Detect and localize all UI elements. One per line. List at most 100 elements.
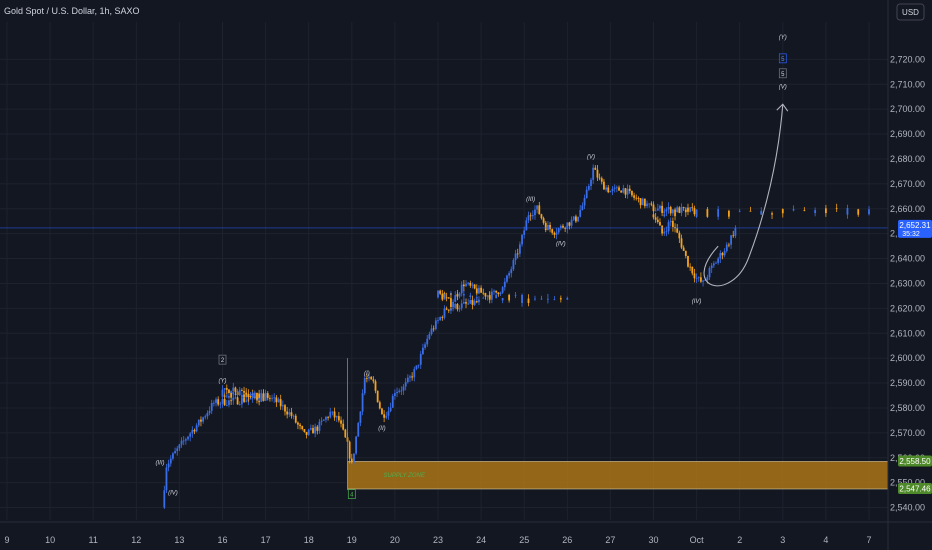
candle-body <box>656 208 659 211</box>
price-tick-label: 2,540.00 <box>890 503 925 513</box>
candle-body <box>510 269 513 274</box>
candle-body <box>689 207 692 212</box>
candle-body <box>620 190 623 193</box>
annotations <box>703 103 789 287</box>
candle-body <box>329 411 332 418</box>
candle-body <box>344 429 347 438</box>
candle-body <box>335 416 338 418</box>
candle-body <box>717 258 720 263</box>
candle-body <box>249 396 252 397</box>
currency-button-label[interactable]: USD <box>902 8 919 17</box>
time-tick-label: 9 <box>4 535 9 545</box>
candle-body <box>566 298 569 300</box>
time-tick-label: 18 <box>304 535 314 545</box>
candle-body <box>549 225 551 230</box>
candle-body <box>458 308 461 310</box>
candle-body <box>499 292 502 295</box>
candle-body <box>531 215 534 217</box>
candle-body <box>279 399 282 407</box>
candle-body <box>691 207 694 209</box>
candle-body <box>695 278 698 279</box>
price-tick-label: 2,640.00 <box>890 254 925 264</box>
candle-body <box>490 291 493 300</box>
candle-body <box>197 419 200 426</box>
candle-body <box>238 404 241 406</box>
candle-body <box>400 390 403 392</box>
candle-body <box>402 386 405 391</box>
time-tick-label: 30 <box>648 535 658 545</box>
candle-body <box>202 417 205 422</box>
candle-body <box>654 210 657 212</box>
candle-body <box>437 320 439 321</box>
candle-body <box>611 188 614 192</box>
candle-body <box>443 308 446 318</box>
candle-body <box>700 277 702 282</box>
candle-body <box>540 298 543 300</box>
wave-label: (IV) <box>556 242 566 248</box>
candle-body <box>708 268 711 278</box>
candle-body <box>284 405 286 412</box>
candle-body <box>359 411 362 424</box>
candle-body <box>342 423 345 430</box>
candle-body <box>516 253 519 255</box>
time-tick-label: 19 <box>347 535 357 545</box>
candle-body <box>411 376 414 378</box>
candle-body <box>684 209 687 213</box>
wave-label: 5 <box>781 57 785 63</box>
candle-body <box>643 198 646 207</box>
candle-body <box>665 209 668 212</box>
candle-body <box>656 219 659 223</box>
candle-body <box>314 426 317 434</box>
candle-body <box>814 210 817 214</box>
candle-body <box>320 420 323 422</box>
candle-body <box>661 225 664 234</box>
projection-arrow <box>703 104 784 287</box>
candle-body <box>406 377 409 383</box>
candle-body <box>309 428 312 430</box>
time-axis[interactable]: 9 10 11 12 13 16 17 18 19 20 23 24 25 26 27 30 Oct 2 3 4 7 <box>0 521 932 545</box>
candle-body <box>253 392 256 395</box>
candle-body <box>374 381 377 391</box>
currency-button-frame[interactable] <box>896 3 925 21</box>
candle-body <box>245 392 248 395</box>
candle-body <box>450 308 452 311</box>
candle-body <box>318 421 321 431</box>
candle-body <box>488 295 491 300</box>
price-tick-label: 2,680.00 <box>890 154 925 164</box>
candle-body <box>564 227 567 229</box>
candle-body <box>292 415 295 417</box>
candle-body <box>559 298 562 300</box>
candle-body <box>581 205 584 210</box>
price-tick-label: 2,710.00 <box>890 79 925 89</box>
wave-label: 2 <box>221 358 225 364</box>
candle-body <box>633 195 636 198</box>
candle-body <box>732 235 735 237</box>
candle-body <box>206 413 209 417</box>
candle-body <box>715 262 717 264</box>
currency-button[interactable]: USD <box>896 3 925 21</box>
candle-body <box>262 393 265 397</box>
candle-body <box>378 402 381 409</box>
time-tick-label: 27 <box>605 535 615 545</box>
candle-body <box>465 283 467 287</box>
candle-body <box>587 186 590 190</box>
price-tick-label: 2,670.00 <box>890 179 925 189</box>
candle-body <box>441 293 444 300</box>
candle-body <box>240 395 243 398</box>
candle-body <box>340 420 342 424</box>
candle-body <box>234 397 237 399</box>
candle-body <box>527 298 530 304</box>
candle-body <box>305 431 308 435</box>
price-tick-label: 2,660.00 <box>890 204 925 214</box>
candle-body <box>846 208 849 215</box>
candle-body <box>443 297 446 300</box>
candle-body <box>348 441 351 459</box>
candle-body <box>607 187 610 193</box>
candle-body <box>454 295 457 302</box>
candle-body <box>659 222 661 226</box>
candle-body <box>710 265 713 269</box>
wave-label: (II) <box>378 426 385 432</box>
candle-body <box>566 222 569 229</box>
candle-body <box>857 209 860 215</box>
candle-body <box>286 411 289 415</box>
